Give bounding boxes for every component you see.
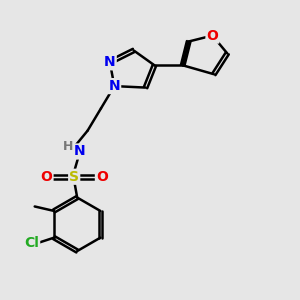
Text: S: S <box>69 170 79 184</box>
Text: N: N <box>109 79 120 93</box>
Text: O: O <box>206 28 218 43</box>
Text: Cl: Cl <box>24 236 39 250</box>
Text: N: N <box>74 145 85 158</box>
Text: H: H <box>62 140 73 153</box>
Text: O: O <box>40 170 52 184</box>
Text: N: N <box>104 55 116 69</box>
Text: O: O <box>96 170 108 184</box>
